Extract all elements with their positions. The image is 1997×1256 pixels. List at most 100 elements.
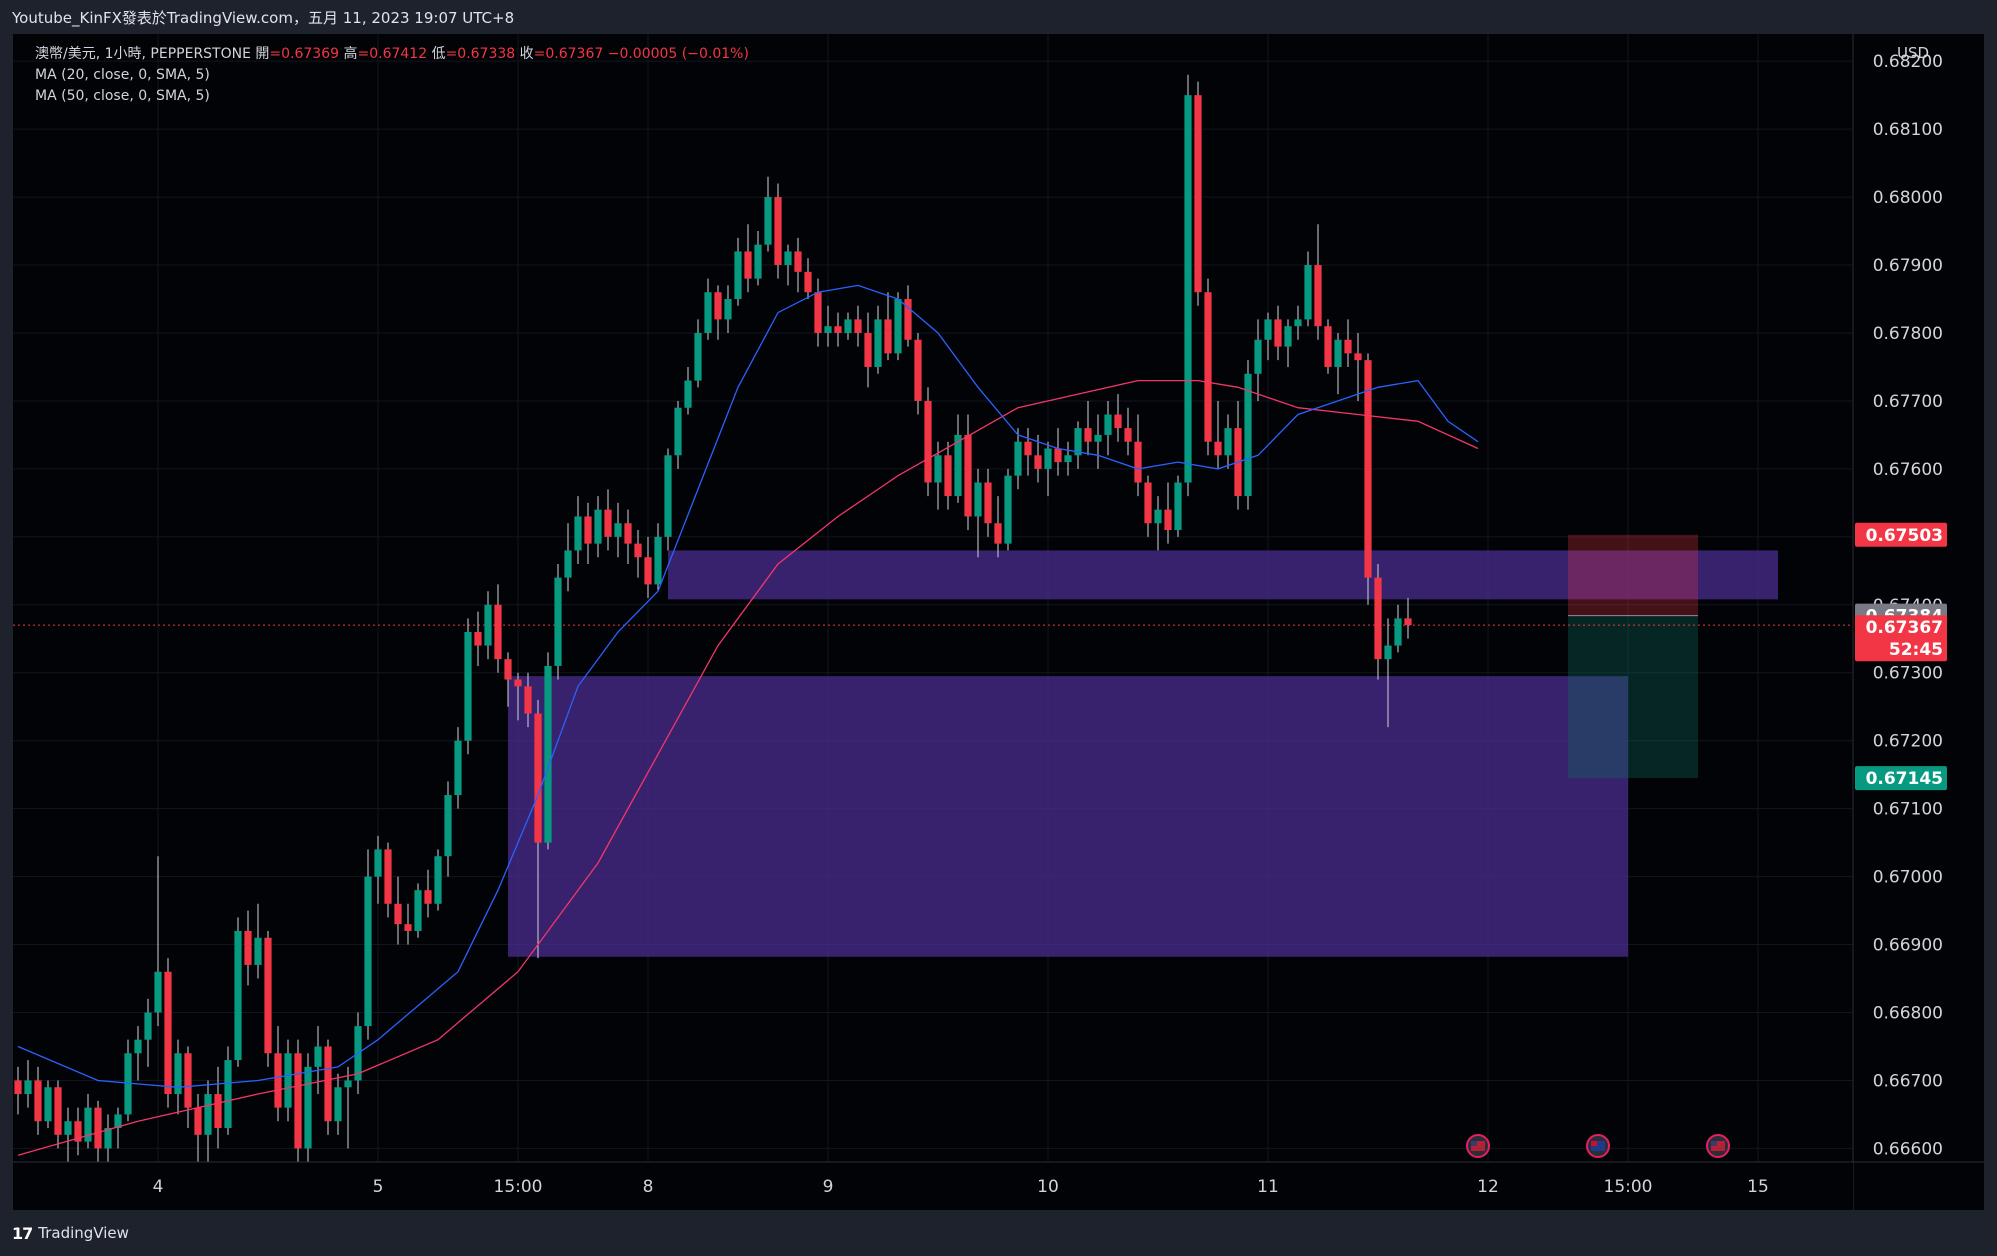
candle bbox=[974, 468, 982, 558]
event-flag-body bbox=[1471, 1141, 1485, 1151]
x-tick-label: 15 bbox=[1747, 1177, 1769, 1197]
x-tick-label: 10 bbox=[1037, 1177, 1059, 1197]
candle-body bbox=[434, 856, 442, 904]
y-tick-label: 0.68200 bbox=[1873, 52, 1943, 72]
candle bbox=[954, 414, 962, 503]
candle-body bbox=[554, 577, 562, 666]
candle bbox=[1084, 400, 1092, 456]
candle bbox=[694, 319, 702, 388]
candle-body bbox=[384, 849, 392, 904]
candle bbox=[1114, 394, 1122, 442]
candle-body bbox=[154, 971, 162, 1013]
candle bbox=[924, 387, 932, 497]
candle bbox=[314, 1026, 322, 1095]
candle-body bbox=[454, 740, 462, 796]
candle bbox=[1024, 428, 1032, 476]
candle bbox=[274, 1026, 282, 1122]
candle-body bbox=[44, 1087, 52, 1122]
candle-body bbox=[214, 1094, 222, 1129]
header-bar: Youtube_KinFX發表於TradingView.com，五月 11, 2… bbox=[0, 0, 1997, 34]
candle-body bbox=[54, 1087, 62, 1135]
candle bbox=[1194, 81, 1202, 306]
candle bbox=[894, 292, 902, 361]
candle-body bbox=[884, 319, 892, 354]
stop-loss-box bbox=[1568, 534, 1698, 616]
candle bbox=[1364, 353, 1372, 605]
candle bbox=[214, 1066, 222, 1149]
candle bbox=[944, 441, 952, 510]
legend-symbol[interactable]: 澳幣/美元, 1小時, PEPPERSTONE bbox=[35, 46, 251, 62]
candle bbox=[64, 1107, 72, 1162]
candle bbox=[464, 618, 472, 755]
candle-body bbox=[1294, 319, 1302, 327]
chart-area[interactable]: USD 0.68200 0.68100 0.68000 0.67900 0.67800 0.… bbox=[13, 34, 1984, 1210]
candle bbox=[124, 1039, 132, 1122]
y-tick-label: 0.68100 bbox=[1873, 120, 1943, 140]
candle bbox=[1374, 564, 1382, 680]
price-badge-text-stop: 0.67503 bbox=[1866, 526, 1943, 546]
candle-body bbox=[994, 523, 1002, 544]
candle-body bbox=[494, 604, 502, 660]
candle bbox=[884, 292, 892, 361]
candle-body bbox=[1284, 326, 1292, 347]
candle bbox=[904, 285, 912, 347]
legend-ma20[interactable]: MA (20, close, 0, SMA, 5) bbox=[35, 67, 210, 83]
y-tick-label: 0.67200 bbox=[1873, 732, 1943, 752]
candle-body bbox=[374, 849, 382, 877]
candle bbox=[594, 496, 602, 558]
candle-body bbox=[794, 251, 802, 272]
candle-body bbox=[34, 1080, 42, 1122]
candle bbox=[754, 231, 762, 286]
candle bbox=[634, 530, 642, 578]
candle bbox=[84, 1094, 92, 1149]
candle-body bbox=[1124, 428, 1132, 442]
candle bbox=[544, 652, 552, 850]
candle bbox=[1324, 319, 1332, 374]
candle bbox=[1054, 428, 1062, 476]
candle-body bbox=[224, 1060, 232, 1129]
candle-body bbox=[744, 251, 752, 279]
candle bbox=[1294, 305, 1302, 340]
candle-body bbox=[194, 1107, 202, 1135]
legend-open: =0.67369 bbox=[269, 46, 340, 62]
candle-body bbox=[1274, 319, 1282, 347]
candle bbox=[374, 835, 382, 904]
candle bbox=[1384, 618, 1392, 728]
candle bbox=[1064, 441, 1072, 476]
candle-body bbox=[1214, 441, 1222, 456]
candle-body bbox=[904, 299, 912, 340]
candle-body bbox=[1194, 95, 1202, 293]
candle bbox=[224, 1046, 232, 1135]
candle bbox=[524, 672, 532, 728]
candle-body bbox=[584, 516, 592, 544]
ma20-line bbox=[17, 284, 1479, 1088]
legend-ma50[interactable]: MA (50, close, 0, SMA, 5) bbox=[35, 88, 210, 104]
candle bbox=[1254, 319, 1262, 401]
candle-body bbox=[1024, 441, 1032, 456]
candle-body bbox=[464, 631, 472, 741]
candle-body bbox=[824, 326, 832, 333]
candle-body bbox=[1164, 509, 1172, 531]
candle bbox=[174, 1039, 182, 1115]
candle bbox=[1394, 604, 1402, 653]
ma50-line bbox=[17, 379, 1479, 1156]
candle bbox=[1314, 224, 1322, 340]
candle bbox=[844, 312, 852, 340]
candle-body bbox=[1074, 428, 1082, 456]
candle-body bbox=[1324, 326, 1332, 367]
candle-body bbox=[1254, 339, 1262, 374]
candle bbox=[114, 1107, 122, 1149]
y-tick-label: 0.67600 bbox=[1873, 460, 1943, 480]
candle-body bbox=[274, 1053, 282, 1108]
y-tick-label: 0.67800 bbox=[1873, 324, 1943, 344]
candle-body bbox=[1314, 265, 1322, 327]
candle bbox=[1264, 312, 1272, 361]
candle-body bbox=[854, 319, 862, 333]
candle-body bbox=[694, 332, 702, 381]
supply-demand-zone bbox=[508, 676, 1628, 957]
candle bbox=[574, 496, 582, 565]
candle-body bbox=[1184, 95, 1192, 483]
candle bbox=[1044, 441, 1052, 497]
y-tick-label: 0.66700 bbox=[1873, 1071, 1943, 1091]
